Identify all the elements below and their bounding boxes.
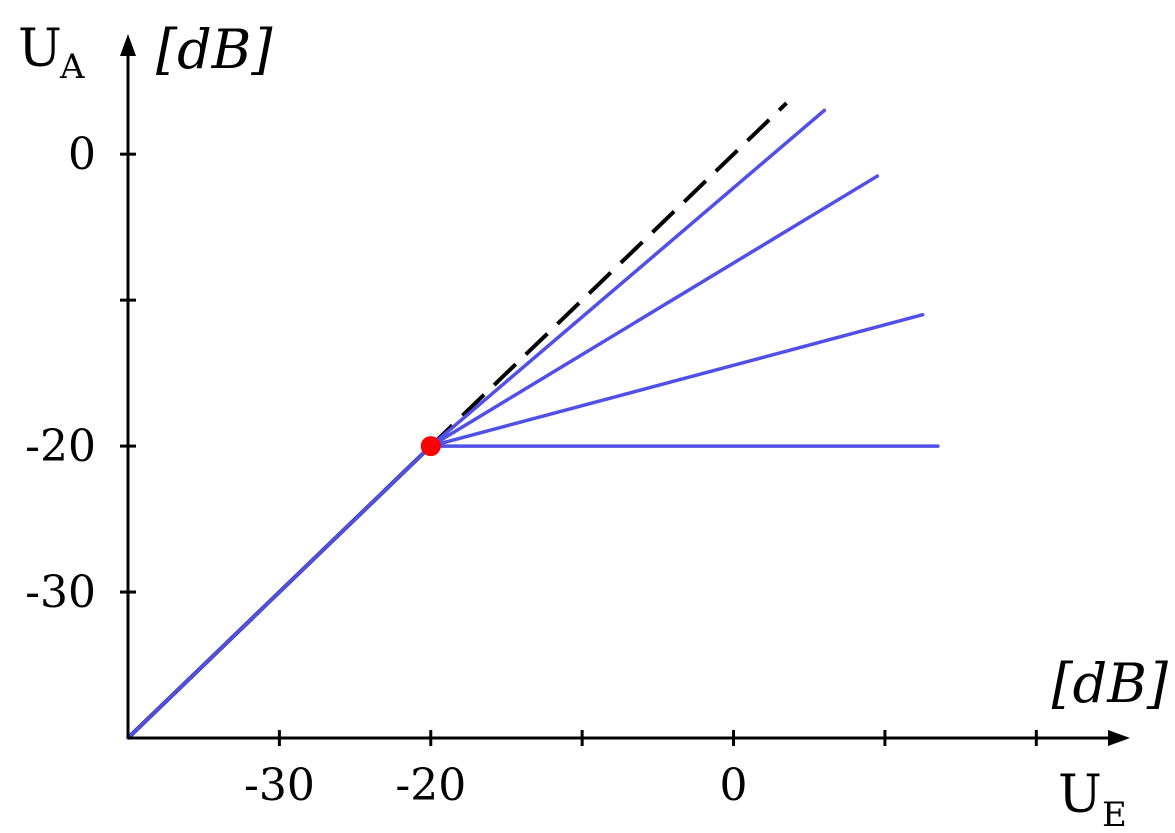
x-axis-subscript: E xyxy=(1102,795,1127,833)
ticks-layer: -30 -20 0 -30 -20 0 xyxy=(25,129,1038,811)
data-layer xyxy=(126,101,940,740)
y-tick-label: -30 xyxy=(25,567,96,618)
y-axis-unit: [dB] xyxy=(156,18,273,81)
threshold-point xyxy=(420,436,441,457)
x-axis-arrowhead xyxy=(1108,730,1130,746)
x-tick-label: 0 xyxy=(720,760,748,811)
compression-curve-2 xyxy=(429,174,880,448)
y-axis-symbol: U xyxy=(18,19,62,79)
reference-line-dashed xyxy=(429,101,788,448)
y-axis-arrowhead xyxy=(120,34,136,56)
x-axis-symbol: U xyxy=(1058,765,1102,825)
y-tick-label: 0 xyxy=(68,129,96,180)
y-axis-subscript: A xyxy=(59,47,85,87)
x-tick-label: -20 xyxy=(395,760,466,811)
x-axis-unit: [dB] xyxy=(1052,652,1169,715)
y-tick-label: -20 xyxy=(25,421,96,472)
x-tick-label: -30 xyxy=(244,760,315,811)
compression-curve-3 xyxy=(429,312,925,448)
compression-curve-1 xyxy=(126,108,827,740)
axes-layer: [dB] [dB] U A U E xyxy=(18,18,1169,833)
